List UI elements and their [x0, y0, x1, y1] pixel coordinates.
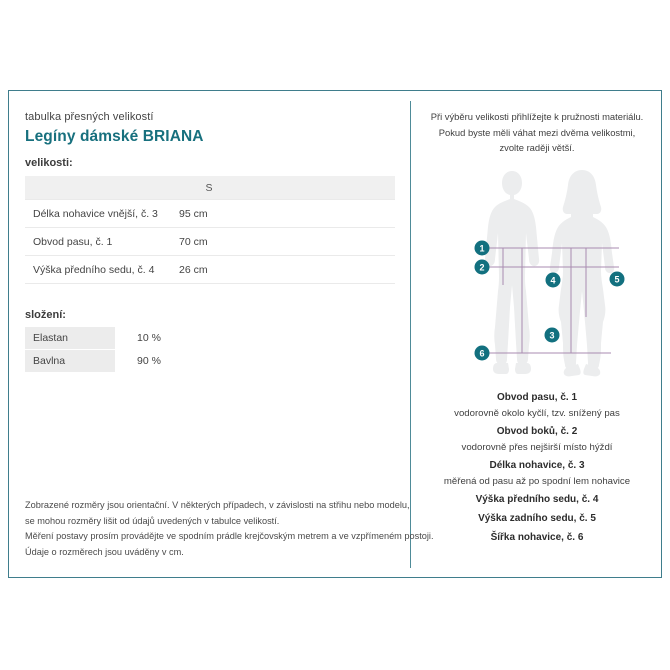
footnote-line: Měření postavy prosím provádějte ve spod… [25, 531, 434, 541]
size-row-filler [247, 255, 395, 284]
legend-item: Délka nohavice, č. 3 měřená od pasu až p… [411, 457, 663, 490]
composition-table-body: Elastan 10 % Bavlna 90 % [25, 327, 205, 373]
marker-2: 2 [474, 259, 490, 275]
size-table-header-s: S [171, 176, 247, 200]
body-figures-svg: 1 2 3 4 [474, 170, 625, 377]
marker-1-label: 1 [479, 244, 484, 254]
legend-term: Výška zadního sedu, č. 5 [478, 513, 596, 524]
left-panel: tabulka přesných velikostí Legíny dámské… [9, 91, 434, 577]
table-row: Obvod pasu, č. 1 70 cm [25, 227, 395, 256]
marker-3: 3 [544, 327, 560, 343]
legend-term: Šířka nohavice, č. 6 [490, 532, 584, 543]
male-figure-icon [484, 171, 540, 374]
footnote-line: Zobrazené rozměry jsou orientační. V něk… [25, 500, 410, 510]
marker-3-label: 3 [549, 331, 554, 341]
legend-term: Obvod pasu, č. 1 [496, 392, 578, 403]
marker-5-label: 5 [614, 275, 619, 285]
composition-percent: 90 % [137, 355, 161, 367]
composition-percent: 10 % [137, 332, 161, 345]
size-row-label: Výška předního sedu, č. 4 [25, 255, 171, 284]
footnote-line: se mohou rozměry lišit od údajů uvedenýc… [25, 515, 280, 526]
legend-item: Šířka nohavice, č. 6 [411, 529, 663, 546]
measurement-markers: 1 2 3 4 [474, 240, 625, 361]
size-table-head: S [25, 176, 395, 200]
size-table-header-filler [247, 176, 395, 200]
size-table-body: Délka nohavice vnější, č. 3 95 cm Obvod … [25, 199, 395, 284]
table-row: Bavlna 90 % [25, 349, 205, 373]
marker-2-label: 2 [479, 263, 484, 273]
composition-table: Elastan 10 % Bavlna 90 % [25, 327, 205, 373]
size-row-value: 26 cm [171, 255, 247, 284]
sizing-advice-line: Pokud byste měli váhat mezi dvěma veliko… [438, 126, 636, 138]
size-row-value: 70 cm [171, 227, 247, 256]
page-subtitle: tabulka přesných velikostí [25, 111, 154, 123]
size-row-label: Obvod pasu, č. 1 [25, 227, 171, 256]
table-row: Elastan 10 % [25, 327, 205, 350]
measurement-diagram: 1 2 3 4 [411, 167, 663, 385]
table-row: Délka nohavice vnější, č. 3 95 cm [25, 199, 395, 228]
panel-divider [410, 101, 411, 568]
marker-6: 6 [474, 345, 490, 361]
sizing-advice-line: Při výběru velikosti přihlížejte k pružn… [430, 111, 644, 122]
sizing-advice-line: zvolte raději větší. [499, 142, 575, 153]
sizing-advice-text: Při výběru velikosti přihlížejte k pružn… [411, 109, 663, 156]
size-row-filler [247, 227, 395, 256]
marker-6-label: 6 [479, 349, 484, 359]
table-row: Výška předního sedu, č. 4 26 cm [25, 255, 395, 284]
legend-item: Obvod pasu, č. 1 vodorovně okolo kyčlí, … [411, 389, 663, 422]
size-row-value: 95 cm [171, 199, 247, 228]
legend-item: Výška zadního sedu, č. 5 [411, 510, 663, 527]
legend-item: Obvod boků, č. 2 vodorovně přes nejširší… [411, 423, 663, 456]
legend-term: Obvod boků, č. 2 [496, 426, 578, 437]
legend-term: Výška předního sedu, č. 4 [475, 494, 599, 505]
composition-material: Elastan [25, 327, 115, 350]
measurement-legend: Obvod pasu, č. 1 vodorovně okolo kyčlí, … [411, 389, 663, 548]
sizes-section-label: velikosti: [25, 157, 73, 169]
legend-term: Délka nohavice, č. 3 [489, 460, 585, 471]
size-table-header-row: S [25, 176, 395, 200]
size-row-filler [247, 199, 395, 228]
right-panel: Při výběru velikosti přihlížejte k pružn… [411, 91, 663, 577]
legend-desc: vodorovně přes nejširší místo hýždí [461, 442, 613, 453]
page-title: Legíny dámské BRIANA [25, 128, 204, 145]
legend-item: Výška předního sedu, č. 4 [411, 491, 663, 508]
legend-desc: měřená od pasu až po spodní lem nohavice [443, 476, 631, 487]
measurement-lines [489, 247, 619, 354]
footnote-text: Zobrazené rozměry jsou orientační. V něk… [25, 498, 434, 560]
composition-material: Bavlna [25, 349, 115, 373]
marker-5: 5 [609, 271, 625, 287]
female-figure-icon [549, 170, 615, 377]
marker-1: 1 [474, 240, 490, 256]
legend-desc: vodorovně okolo kyčlí, tzv. snížený pas [454, 408, 620, 419]
footnote-line: Údaje o rozměrech jsou uváděny v cm. [25, 546, 184, 557]
marker-4-label: 4 [550, 276, 555, 286]
composition-section-label: složení: [25, 309, 66, 321]
content-frame: tabulka přesných velikostí Legíny dámské… [8, 90, 662, 578]
size-row-label: Délka nohavice vnější, č. 3 [25, 199, 171, 228]
size-table: S Délka nohavice vnější, č. 3 95 cm Obvo… [25, 176, 395, 284]
size-table-header-blank [25, 176, 171, 200]
marker-4: 4 [545, 272, 561, 288]
